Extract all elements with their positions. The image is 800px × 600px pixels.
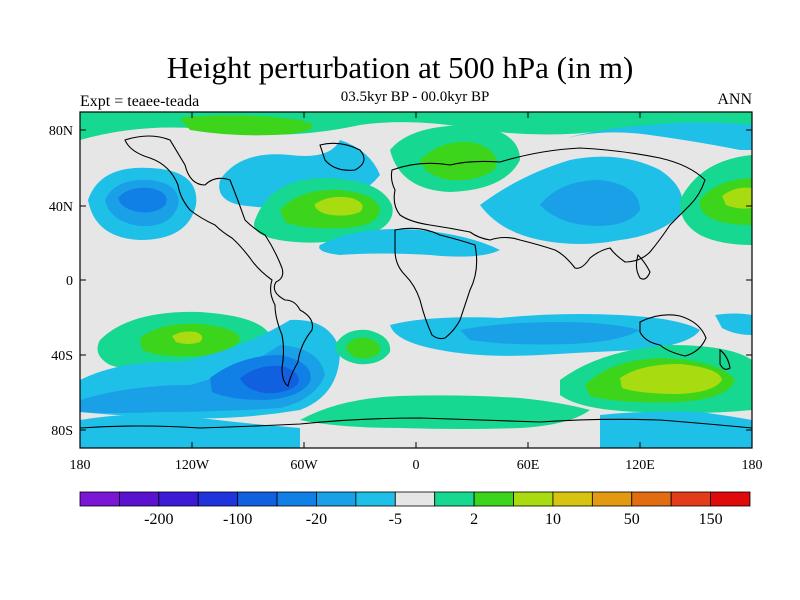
north-atlantic-high-core [314, 196, 363, 216]
colorbar-swatch-5 [276, 491, 317, 507]
colorbar-swatch-3 [197, 491, 239, 507]
lat-label-80n: 80N [49, 124, 73, 139]
colorbar-swatch-6 [316, 491, 357, 507]
antarctic-blue-west [80, 414, 300, 448]
lat-label-40s: 40S [51, 349, 73, 364]
northwest-pacific-high-core [722, 187, 752, 209]
lat-label-80s: 80S [51, 424, 73, 439]
colorbar-label-3: -5 [389, 511, 402, 528]
lon-label-120e: 120E [625, 458, 655, 473]
arctic-green-core [180, 115, 313, 136]
colorbar-swatch-14 [631, 491, 672, 507]
lon-label-180-left: 180 [70, 458, 91, 473]
lat-label-40n: 40N [49, 200, 73, 215]
colorbar-label-6: 50 [624, 511, 640, 528]
south-pacific-high-core [172, 331, 203, 344]
colorbar-swatch-11 [513, 491, 554, 507]
longitude-labels: 180 120W 60W 0 60E 120E 180 [70, 458, 763, 473]
indian-ocean-low-core [460, 322, 640, 345]
north-africa-blue [319, 229, 500, 257]
south-atlantic-high-core [346, 337, 381, 359]
colorbar-label-4: 2 [470, 511, 478, 528]
colorbar: -200 -100 -20 -5 2 10 50 150 [79, 491, 751, 528]
lon-label-180-right: 180 [742, 458, 763, 473]
colorbar-swatch-15 [670, 491, 711, 507]
contour-field [80, 112, 752, 448]
season-label: ANN [717, 91, 752, 108]
europe-high-core [420, 141, 497, 181]
colorbar-label-2: -20 [306, 511, 327, 528]
colorbar-swatch-2 [158, 491, 199, 507]
colorbar-label-0: -200 [144, 511, 173, 528]
colorbar-swatch-13 [591, 491, 633, 507]
colorbar-label-7: 150 [699, 511, 723, 528]
colorbar-swatch-12 [552, 491, 593, 507]
lat-label-0: 0 [66, 274, 73, 289]
arctic-blue-patch [560, 122, 752, 150]
lon-label-0: 0 [413, 458, 420, 473]
lon-label-60e: 60E [517, 458, 540, 473]
colorbar-swatch-9 [434, 491, 475, 507]
antarctic-green-band [300, 395, 590, 429]
experiment-label: Expt = teaee-teada [80, 93, 200, 110]
colorbar-swatch-4 [237, 491, 278, 507]
colorbar-swatch-10 [473, 491, 514, 507]
colorbar-swatch-8 [394, 491, 436, 507]
south-america-low-core [240, 365, 299, 394]
americas-coastline [124, 135, 314, 387]
latitude-tick-marks [80, 129, 752, 431]
philippines-coastline [635, 253, 651, 280]
tasman-blue [715, 313, 752, 335]
australia-coastline [639, 314, 707, 357]
longitude-tick-marks [191, 112, 641, 448]
antarctica-coastline [80, 417, 752, 429]
north-pacific-anomaly-core [118, 187, 167, 213]
lon-label-120w: 120W [175, 458, 210, 473]
eurasia-coastline [390, 147, 706, 269]
map-title: Height perturbation at 500 hPa (in m) [166, 50, 634, 85]
new-zealand-coastline [719, 348, 731, 370]
eurasia-blue-core [540, 180, 640, 226]
lon-label-60w: 60W [290, 458, 318, 473]
colorbar-swatch-0 [79, 491, 120, 507]
coastlines [80, 135, 752, 429]
greenland-coastline [319, 142, 365, 171]
colorbar-label-5: 10 [545, 511, 561, 528]
southern-indian-high-core [620, 364, 722, 394]
africa-coastline [394, 227, 478, 340]
colorbar-swatch-1 [119, 491, 160, 507]
colorbar-swatch-16 [710, 491, 751, 507]
antarctic-blue-east [600, 411, 752, 448]
map-subtitle: 03.5kyr BP - 00.0kyr BP [340, 89, 490, 105]
colorbar-label-1: -100 [223, 511, 252, 528]
latitude-labels: 80N 40N 0 40S 80S [49, 124, 73, 439]
colorbar-swatch-7 [355, 491, 396, 507]
